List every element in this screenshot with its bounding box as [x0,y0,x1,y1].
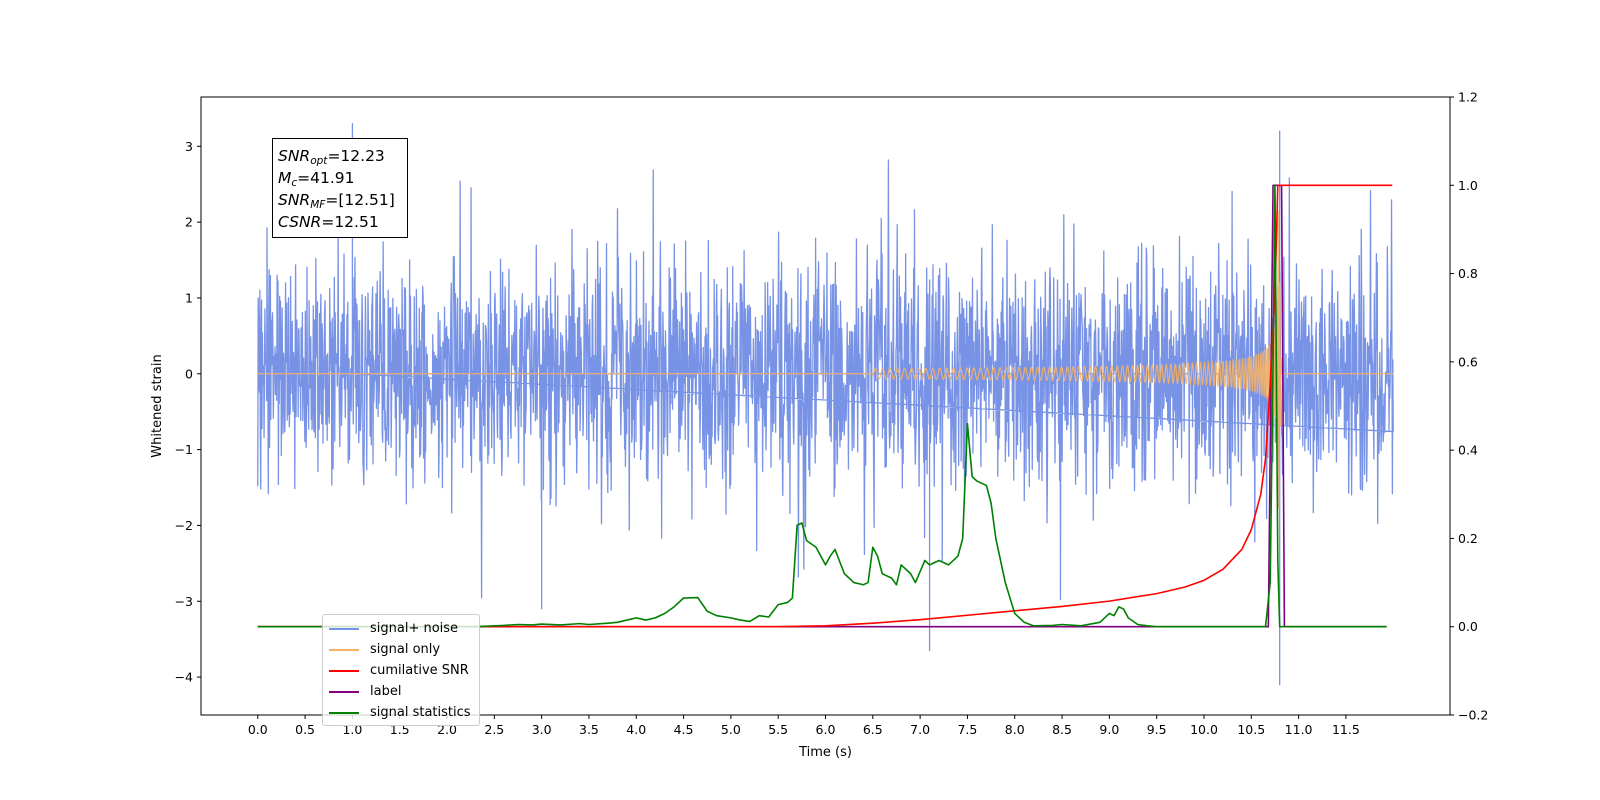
signal-only-line [257,209,1394,509]
x-tick-label: 2.5 [484,722,504,737]
x-tick-label: 11.0 [1285,722,1313,737]
series-layer [257,122,1394,686]
chirp-mass-line: Mc=41.91 [278,169,355,189]
y2-tick-label: 1.0 [1458,178,1478,193]
legend: signal+ noise signal only cumilative SNR… [322,614,480,726]
x-tick-label: 8.0 [1005,722,1025,737]
x-tick-label: 6.0 [816,722,836,737]
y-tick-label: 0 [185,366,193,381]
y-tick-label: 1 [185,290,193,305]
y2-tick-label: 0.8 [1458,266,1478,281]
y-tick-label: −3 [175,594,193,609]
cumulative-snr-line [257,184,1393,628]
signal-statistics-line [257,184,1387,628]
legend-item-signal-noise: signal+ noise [329,618,479,639]
x-tick-label: 8.5 [1052,722,1072,737]
legend-item-cumulative-snr: cumilative SNR [329,660,479,681]
x-tick-label: 10.5 [1237,722,1265,737]
legend-swatch [329,648,359,651]
legend-swatch [329,627,359,630]
snr-mf-line: SNRMF=[12.51] [278,191,395,211]
x-tick-label: 4.5 [674,722,694,737]
x-tick-label: 5.5 [768,722,788,737]
y2-tick-label: 0.6 [1458,354,1478,369]
legend-swatch [329,690,359,693]
y2-tick-label: −0.2 [1458,708,1488,723]
x-tick-label: 9.5 [1147,722,1167,737]
y2-tick-label: 0.2 [1458,531,1478,546]
y2-tick-label: 0.4 [1458,443,1478,458]
label-line [257,184,1387,628]
x-axis-label: Time (s) [798,745,852,760]
x-tick-label: 0.5 [295,722,315,737]
x-tick-label: 6.5 [863,722,883,737]
x-tick-label: 3.5 [579,722,599,737]
y2-tick-label: 0.0 [1458,619,1478,634]
y-tick-label: −1 [175,442,193,457]
axis-layer: 0.0 0.5 1.0 1.5 2.0 2.5 3.0 3.5 4.0 4.5 5.0 5.5 6.0 6… [175,90,1489,738]
legend-item-signal-statistics: signal statistics [329,702,479,723]
legend-item-label: label [329,681,479,702]
legend-swatch [329,669,359,672]
csnr-line: CSNR=12.51 [278,213,379,231]
x-tick-label: 4.0 [626,722,646,737]
x-tick-label: 11.5 [1332,722,1360,737]
x-tick-label: 5.0 [721,722,741,737]
y-tick-label: −2 [175,518,193,533]
x-tick-label: 3.0 [532,722,552,737]
x-tick-label: 9.0 [1099,722,1119,737]
x-tick-label: 7.5 [957,722,977,737]
legend-item-signal-only: signal only [329,639,479,660]
y-tick-label: 3 [185,139,193,154]
y-tick-label: −4 [175,670,193,685]
y-axis-label: Whitened strain [150,354,165,457]
x-tick-label: 0.0 [248,722,268,737]
x-tick-label: 10.0 [1190,722,1218,737]
signal-noise-line [257,122,1394,686]
x-tick-label: 7.0 [910,722,930,737]
snr-opt-line: SNRopt=12.23 [278,147,385,167]
y-tick-label: 2 [185,215,193,230]
y2-tick-label: 1.2 [1458,90,1478,105]
legend-swatch [329,711,359,714]
stats-annotation: SNRopt=12.23 Mc=41.91 SNRMF=[12.51] CSNR… [272,138,408,238]
